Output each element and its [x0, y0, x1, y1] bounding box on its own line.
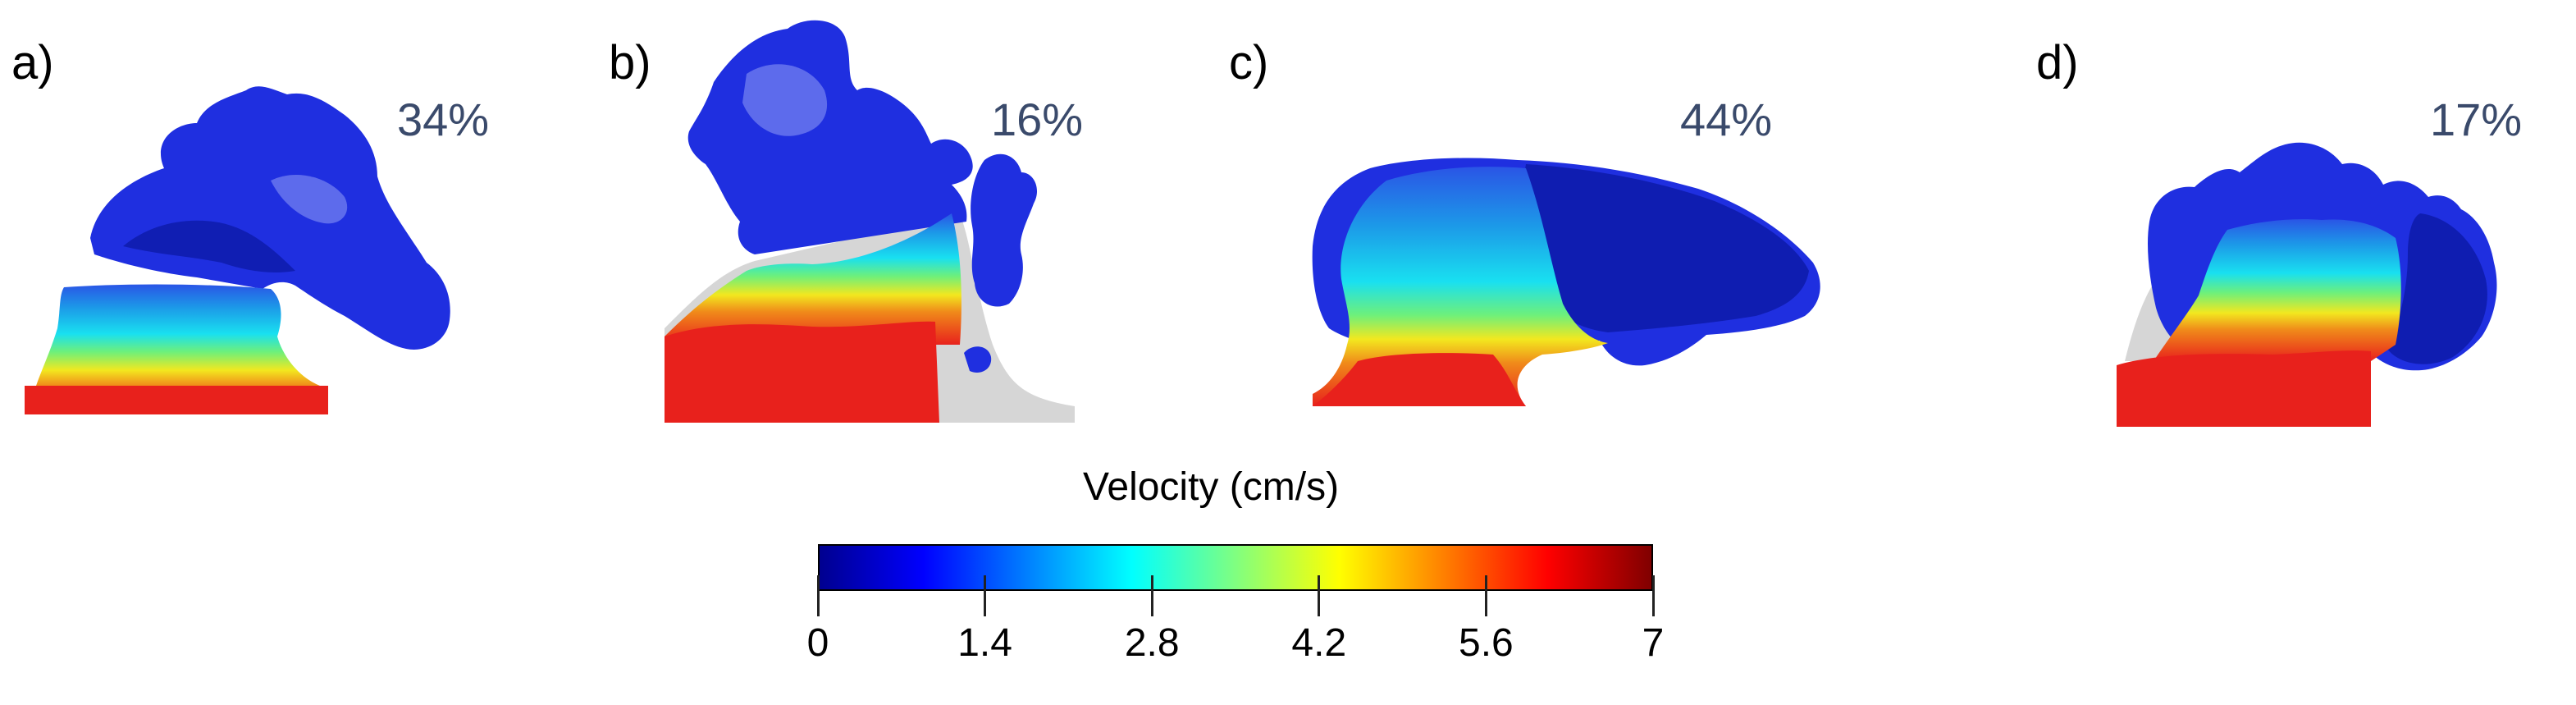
- colorbar-tick: [816, 575, 820, 616]
- colorbar-tick-label: 5.6: [1459, 621, 1514, 665]
- panel-d-aneurysm-render: [2117, 142, 2497, 427]
- panel-a-aneurysm-render: [25, 86, 450, 414]
- panel-a-dome-highlight: [271, 174, 348, 224]
- colorbar-title: Velocity (cm/s): [1083, 465, 1340, 509]
- colorbar-tick: [1484, 575, 1487, 616]
- colorbar-tick: [1651, 575, 1655, 616]
- panel-c-dome-dark: [1521, 164, 1809, 332]
- panel-c-aneurysm-render: [1312, 158, 1820, 406]
- panel-a-dome-shading: [123, 220, 295, 272]
- panel-a-percent: 34%: [397, 94, 490, 145]
- colorbar-tick-label: 0: [806, 621, 829, 665]
- colorbar-tick-label: 7: [1642, 621, 1665, 665]
- panel-d-neck-flow: [2154, 219, 2401, 361]
- panel-b-lobe-right: [971, 153, 1038, 307]
- panel-c-neck-flow: [1313, 167, 1608, 406]
- panel-a-letter: a): [11, 36, 54, 89]
- panel-c-parent-vessel: [1313, 353, 1526, 406]
- colorbar-tick: [1150, 575, 1153, 616]
- panel-d-percent: 17%: [2430, 94, 2523, 145]
- panel-a-neck-flow: [29, 284, 328, 414]
- panel-b-letter: b): [609, 36, 651, 89]
- colorbar-tick: [1318, 575, 1321, 616]
- panel-a-dome: [90, 86, 450, 350]
- panel-b-parent-vessel: [665, 321, 939, 423]
- panel-b-dome: [687, 20, 973, 255]
- colorbar-tick-label: 4.2: [1291, 621, 1347, 665]
- panel-c-percent: 44%: [1680, 94, 1773, 145]
- panel-d-dome-dark: [2387, 213, 2487, 364]
- colorbar-tick: [984, 575, 987, 616]
- panel-b-aneurysm-render: [665, 20, 1075, 423]
- panel-b-small-lobe: [964, 346, 992, 373]
- colorbar-tick-label: 1.4: [957, 621, 1012, 665]
- panel-b-neck-flow: [665, 213, 961, 345]
- panel-c-letter: c): [1229, 36, 1269, 89]
- panel-b-dome-highlight: [742, 64, 828, 136]
- panel-d-parent-vessel: [2117, 350, 2371, 427]
- colorbar-tick-label: 2.8: [1124, 621, 1180, 665]
- panel-b-percent: 16%: [991, 94, 1084, 145]
- panel-d-letter: d): [2036, 36, 2079, 89]
- panel-a-parent-vessel: [25, 386, 328, 414]
- colorbar-gradient: [818, 544, 1653, 591]
